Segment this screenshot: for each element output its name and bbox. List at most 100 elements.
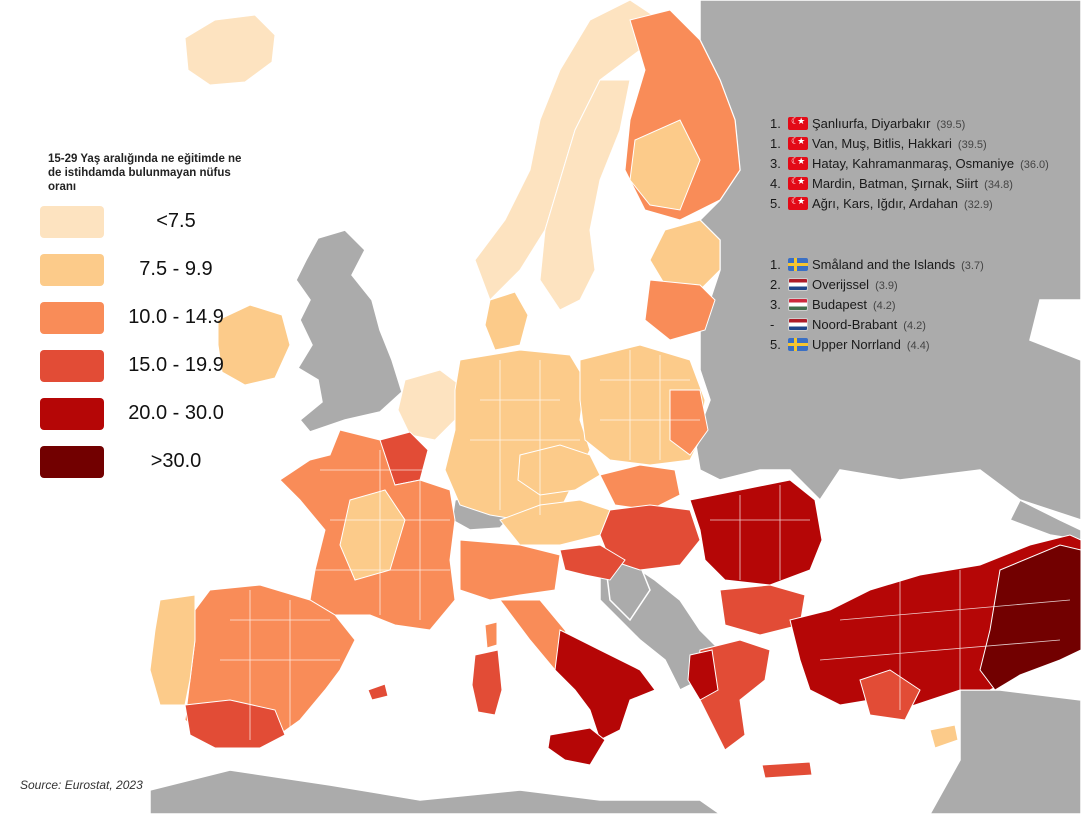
italy-south (554, 629, 656, 741)
legend-item: 10.0 - 14.9 (40, 302, 240, 334)
corsica (484, 621, 498, 649)
region-name-row: Van, Muş, Bitlis, Hakkari (39.5) (812, 136, 987, 151)
sicily (547, 727, 606, 766)
region-name-row: Şanlıurfa, Diyarbakır (39.5) (812, 116, 965, 131)
legend-label: 15.0 - 19.9 (128, 354, 224, 376)
sardinia (471, 649, 503, 716)
legend-item: <7.5 (40, 206, 240, 238)
legend-item: >30.0 (40, 446, 240, 478)
legend-label: 20.0 - 30.0 (128, 402, 224, 424)
turkey-antalya (859, 669, 921, 721)
region-name: Budapest (812, 297, 867, 312)
sweden-flag-icon (788, 338, 808, 351)
greece-islands (761, 761, 813, 779)
legend-label: 7.5 - 9.9 (139, 258, 213, 280)
caucasus-land (1008, 498, 1081, 541)
legend-label: <7.5 (156, 210, 196, 232)
region-name: Şanlıurfa, Diyarbakır (812, 116, 931, 131)
region-name-row: Mardin, Batman, Şırnak, Siirt (34.8) (812, 176, 1013, 191)
andalusia (184, 699, 286, 749)
sweden-flag-icon (788, 258, 808, 271)
region-value: (4.2) (872, 300, 896, 312)
turkey-flag-icon (788, 157, 808, 170)
germany (444, 349, 591, 521)
legend-item: 7.5 - 9.9 (40, 254, 240, 286)
source-note: Source: Eurostat, 2023 (20, 778, 143, 792)
middle-east-land (929, 689, 1081, 814)
romania (689, 479, 823, 586)
albania-region (687, 649, 719, 701)
highest-ranking-list: 1. Şanlıurfa, Diyarbakır (39.5) 1. Van, M… (770, 114, 1070, 214)
netherlands-flag-icon (788, 278, 808, 291)
legend-title: 15-29 Yaş aralığında ne eğitimde ne de i… (48, 153, 242, 193)
denmark (484, 291, 529, 351)
legend-label: >30.0 (150, 450, 202, 472)
finland-south (629, 119, 701, 211)
region-name-row: Budapest (4.2) (812, 297, 896, 312)
legend-swatch (40, 254, 104, 286)
netherlands-flag-icon (788, 318, 808, 331)
non-data-land (149, 0, 1081, 814)
ireland (217, 304, 291, 386)
rank-number: 1. (770, 116, 781, 131)
legend-swatch (40, 350, 104, 382)
rank-number: 3. (770, 297, 781, 312)
region-value: (4.4) (906, 340, 930, 352)
italy-north (459, 539, 561, 601)
data-regions (149, 0, 1081, 779)
region-name: Mardin, Batman, Şırnak, Siirt (812, 176, 979, 191)
north-africa-land (149, 769, 722, 814)
rank-number: - (770, 317, 775, 332)
turkey-flag-icon (788, 117, 808, 130)
region-borders (220, 350, 1071, 740)
region-name-row: Ağrı, Kars, Iğdır, Ardahan (32.9) (812, 196, 993, 211)
slovakia (599, 464, 681, 511)
rank-number: 1. (770, 136, 781, 151)
legend-label: 10.0 - 14.9 (128, 306, 224, 328)
hungary-flag-icon (788, 298, 808, 311)
region-name-row: Hatay, Kahramanmaraş, Osmaniye (36.0) (812, 156, 1049, 171)
legend-swatch (40, 302, 104, 334)
latvia-lithuania (644, 279, 716, 341)
turkey-flag-icon (788, 197, 808, 210)
region-value: (3.7) (961, 260, 984, 272)
region-value: (4.2) (903, 320, 926, 332)
region-value: (34.8) (984, 179, 1013, 191)
region-name-row: Noord-Brabant (4.2) (812, 317, 926, 332)
balearic (367, 683, 389, 701)
cyprus (929, 724, 959, 749)
great-britain-land (295, 229, 403, 433)
region-name: Noord-Brabant (812, 317, 898, 332)
rank-number: 5. (770, 337, 781, 352)
region-name-row: Småland and the Islands (3.7) (812, 257, 984, 272)
region-name: Småland and the Islands (812, 257, 956, 272)
croatia-slovenia (559, 544, 626, 581)
rank-number: 2. (770, 277, 781, 292)
legend-swatch (40, 206, 104, 238)
rank-number: 4. (770, 176, 781, 191)
legend-item: 20.0 - 30.0 (40, 398, 240, 430)
lowest-ranking-list: 1. Småland and the Islands (3.7) 2. Overi… (770, 255, 1070, 355)
region-value: (32.9) (963, 199, 993, 211)
region-name: Van, Muş, Bitlis, Hakkari (812, 136, 952, 151)
rank-number: 5. (770, 196, 781, 211)
benelux (397, 369, 461, 441)
region-value: (3.9) (875, 280, 898, 292)
region-name: Upper Norrland (812, 337, 901, 352)
poland-east (669, 389, 709, 456)
hungary (599, 504, 701, 571)
turkey-flag-icon (788, 137, 808, 150)
rank-number: 3. (770, 156, 781, 171)
czechia (517, 444, 601, 496)
region-name-row: Upper Norrland (4.4) (812, 337, 930, 352)
region-value: (36.0) (1020, 159, 1049, 171)
portugal (149, 594, 196, 706)
rank-number: 1. (770, 257, 781, 272)
legend-item: 15.0 - 19.9 (40, 350, 240, 382)
region-name: Ağrı, Kars, Iğdır, Ardahan (812, 196, 958, 211)
legend-swatch (40, 398, 104, 430)
iceland (184, 14, 276, 86)
baltics (649, 219, 721, 291)
region-name: Hatay, Kahramanmaraş, Osmaniye (812, 156, 1015, 171)
